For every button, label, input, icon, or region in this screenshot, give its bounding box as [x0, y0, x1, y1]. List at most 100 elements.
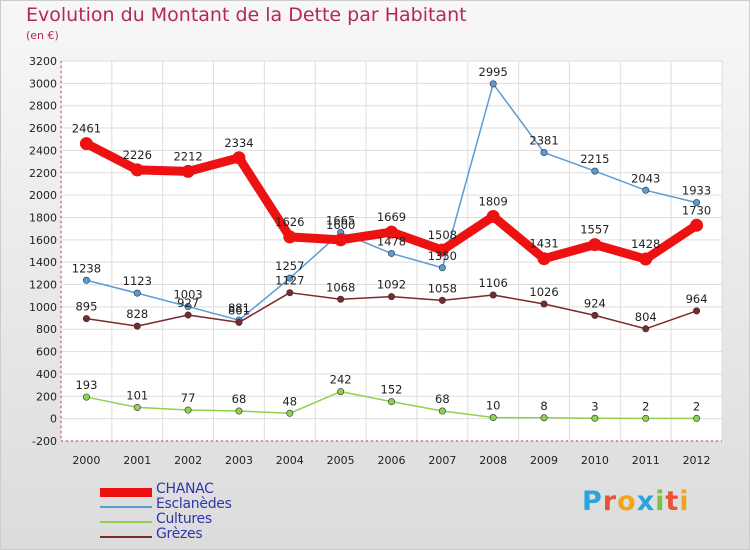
data-point	[337, 295, 345, 303]
data-point	[387, 398, 395, 406]
data-label: 1257	[275, 259, 304, 273]
x-tick-label: 2002	[174, 454, 202, 467]
logo-letter: t	[665, 486, 680, 517]
x-tick-label: 2009	[530, 454, 558, 467]
legend-swatch	[100, 536, 152, 538]
data-label: 1669	[377, 210, 406, 224]
data-point	[693, 414, 701, 422]
y-tick-label: 3200	[29, 55, 57, 68]
data-label: 68	[232, 392, 247, 406]
data-label: 1428	[631, 237, 660, 251]
data-label: 861	[228, 303, 250, 317]
data-label: 1478	[377, 234, 406, 248]
data-point	[537, 252, 551, 266]
y-tick-label: 1400	[29, 256, 57, 269]
legend-swatch	[100, 506, 152, 508]
y-tick-label: -200	[32, 435, 57, 448]
data-point	[642, 325, 650, 333]
x-tick-label: 2001	[123, 454, 151, 467]
y-tick-label: 1800	[29, 211, 57, 224]
chart-title: Evolution du Montant de la Dette par Hab…	[26, 4, 467, 26]
legend-label: Grèzes	[156, 526, 203, 542]
data-label: 1003	[173, 288, 202, 302]
data-label: 68	[435, 392, 450, 406]
data-point	[286, 274, 294, 282]
data-label: 1626	[275, 215, 304, 229]
y-tick-label: 0	[50, 413, 57, 426]
data-label: 152	[381, 383, 403, 397]
data-point	[387, 293, 395, 301]
data-point	[184, 311, 192, 319]
data-label: 193	[75, 378, 97, 392]
data-point	[591, 414, 599, 422]
data-point	[82, 315, 90, 323]
data-point	[438, 407, 446, 415]
data-label: 1058	[428, 281, 457, 295]
data-label: 242	[330, 373, 352, 387]
y-tick-label: 600	[36, 346, 57, 359]
data-label: 1068	[326, 280, 355, 294]
legend-label: Cultures	[156, 511, 212, 527]
data-label: 10	[486, 399, 501, 413]
data-point	[438, 264, 446, 272]
series-cultures	[82, 388, 701, 422]
data-point	[82, 393, 90, 401]
legend-label: Esclanèdes	[156, 496, 232, 512]
logo-letter: r	[602, 486, 618, 517]
data-point	[133, 403, 141, 411]
data-label: 927	[177, 296, 199, 310]
data-point	[591, 167, 599, 175]
data-point	[337, 388, 345, 396]
data-point	[489, 80, 497, 88]
x-tick-label: 2011	[632, 454, 660, 467]
legend-swatch	[100, 521, 152, 523]
data-label: 2226	[123, 148, 152, 162]
data-point	[489, 291, 497, 299]
data-label: 3	[591, 399, 598, 413]
data-label: 2995	[479, 65, 508, 79]
data-label: 8	[540, 399, 547, 413]
logo-letter: x	[636, 486, 656, 517]
data-point	[334, 233, 348, 247]
logo-letter: P	[582, 486, 603, 517]
logo-letter: i	[655, 486, 666, 517]
data-point	[387, 249, 395, 257]
x-tick-label: 2008	[479, 454, 507, 467]
series-chanac	[79, 137, 704, 266]
data-point	[642, 414, 650, 422]
data-label: 804	[635, 310, 657, 324]
data-point	[642, 186, 650, 194]
y-tick-label: 2000	[29, 189, 57, 202]
data-point	[79, 137, 93, 151]
data-point	[486, 209, 500, 223]
data-label: 1123	[123, 274, 152, 288]
data-point	[235, 407, 243, 415]
data-point	[385, 225, 398, 239]
data-point	[184, 406, 192, 414]
data-label: 1730	[682, 203, 711, 217]
data-label: 1106	[479, 276, 508, 290]
logo-letter: o	[617, 486, 637, 517]
y-tick-label: 2400	[29, 144, 57, 157]
x-tick-label: 2000	[72, 454, 100, 467]
data-label: 1092	[377, 278, 406, 292]
data-label: 1665	[326, 214, 355, 228]
x-tick-label: 2004	[276, 454, 304, 467]
data-label: 924	[584, 296, 606, 310]
data-point	[588, 238, 602, 252]
data-label: 828	[126, 307, 148, 321]
data-label: 2381	[529, 134, 558, 148]
data-label: 1557	[580, 223, 609, 237]
data-point	[591, 311, 599, 319]
data-point	[693, 199, 701, 207]
data-label: 48	[282, 394, 297, 408]
y-tick-label: 400	[36, 368, 57, 381]
data-point	[540, 414, 548, 422]
data-label: 1026	[529, 285, 558, 299]
legend-label: CHANAC	[156, 481, 214, 497]
data-label: 101	[126, 388, 148, 402]
data-label: 1431	[529, 237, 558, 251]
series-esclanèdes	[82, 80, 701, 324]
data-label: 2215	[580, 152, 609, 166]
